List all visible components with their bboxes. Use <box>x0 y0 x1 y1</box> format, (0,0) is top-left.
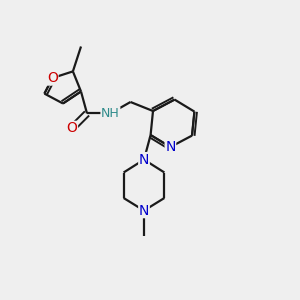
Text: N: N <box>165 140 176 154</box>
Text: O: O <box>67 122 77 135</box>
Text: N: N <box>139 204 149 218</box>
Text: O: O <box>47 71 58 85</box>
Text: N: N <box>139 153 149 166</box>
Text: NH: NH <box>101 107 120 120</box>
